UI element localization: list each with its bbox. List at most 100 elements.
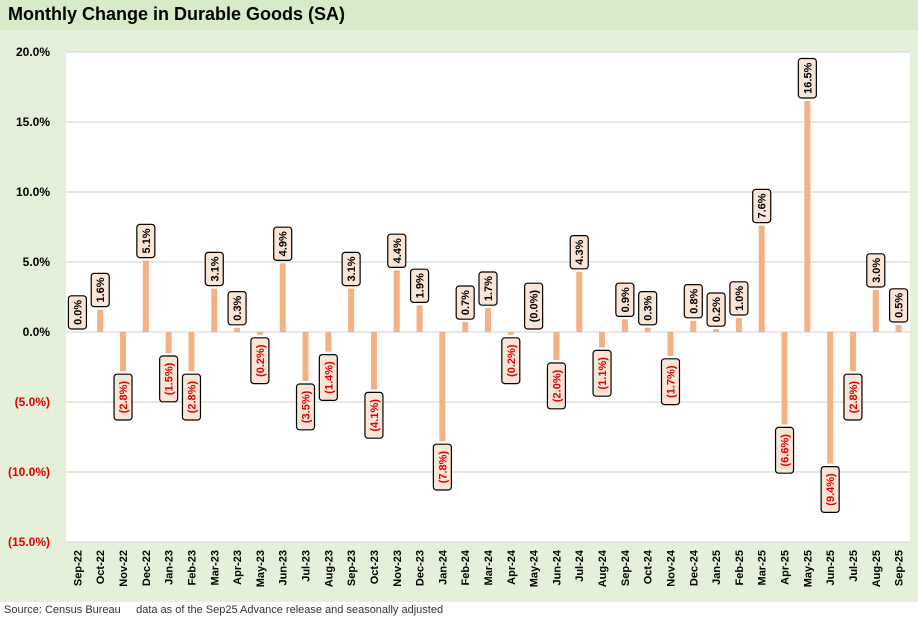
data-label-text: (4.1%) xyxy=(369,399,381,432)
x-tick-label: Nov-24 xyxy=(665,549,677,587)
data-label-box xyxy=(90,272,110,308)
bar xyxy=(872,290,879,332)
bar xyxy=(485,308,491,332)
x-tick-label: Mar-25 xyxy=(757,550,769,585)
data-label: (6.6%) xyxy=(774,426,795,474)
bar xyxy=(553,332,560,360)
data-label: (3.5%) xyxy=(295,383,316,431)
y-tick-label: 10.0% xyxy=(16,185,50,199)
x-tick-label: Feb-23 xyxy=(186,550,198,585)
x-tick-label: Dec-24 xyxy=(688,549,700,586)
bar xyxy=(644,327,651,332)
data-label-box xyxy=(455,285,475,320)
y-tick-label: (5.0%) xyxy=(15,395,50,409)
data-label-text: 4.9% xyxy=(278,231,290,256)
data-label: (1.5%) xyxy=(159,355,179,403)
y-tick-label: 0.0% xyxy=(23,325,51,339)
x-tick-label: Jan-24 xyxy=(437,549,449,585)
data-label-box xyxy=(387,233,407,269)
data-label-text: (0.2%) xyxy=(506,344,518,377)
x-tick-label: Oct-22 xyxy=(95,550,107,584)
data-label-box xyxy=(546,362,567,410)
data-label-box xyxy=(524,282,544,330)
bar xyxy=(142,260,149,332)
bar xyxy=(735,318,742,332)
data-label-box xyxy=(273,226,293,262)
data-label-box xyxy=(843,373,863,421)
bar xyxy=(849,332,856,372)
bar xyxy=(599,332,606,348)
data-label: (1.7%) xyxy=(660,358,681,406)
bar xyxy=(667,332,674,356)
data-label-text: 4.4% xyxy=(392,238,404,263)
data-label-box xyxy=(113,373,133,421)
data-label-text: (2.8%) xyxy=(848,381,860,414)
chart-title: Monthly Change in Durable Goods (SA) xyxy=(8,4,345,24)
data-label-box xyxy=(250,337,270,385)
data-label-box xyxy=(227,291,247,326)
bar xyxy=(827,332,834,464)
x-tick-label: Dec-22 xyxy=(141,550,153,586)
data-label-text: 1.6% xyxy=(95,277,107,302)
data-label-text: 0.3% xyxy=(232,295,244,320)
data-label-text: 3.1% xyxy=(346,256,358,281)
x-tick-label: Mar-23 xyxy=(209,550,221,585)
bar xyxy=(758,225,765,332)
bar xyxy=(439,332,446,442)
data-label-text: 4.3% xyxy=(574,239,586,264)
data-label-text: 0.7% xyxy=(460,290,472,315)
bar xyxy=(325,332,332,352)
x-tick-label: May-25 xyxy=(802,550,814,587)
data-label-text: 1.9% xyxy=(415,273,427,298)
bar xyxy=(188,332,195,372)
x-tick-label: Aug-24 xyxy=(597,549,609,587)
data-label-box xyxy=(409,268,430,304)
data-label: 3.1% xyxy=(341,251,361,287)
data-label-box xyxy=(432,443,452,491)
data-label: 0.8% xyxy=(683,284,703,319)
data-label-box xyxy=(660,358,681,406)
bar xyxy=(690,320,697,332)
data-label: 4.3% xyxy=(569,234,589,270)
data-label: 0.7% xyxy=(455,285,475,320)
x-tick-label: Sep-24 xyxy=(620,549,632,586)
bar xyxy=(302,332,309,381)
x-tick-label: Apr-25 xyxy=(780,550,792,585)
data-label-box xyxy=(820,466,840,513)
bar xyxy=(165,332,172,353)
x-tick-label: Oct-23 xyxy=(369,550,381,584)
data-label-text: (0.0%) xyxy=(529,290,541,323)
data-label: 16.5% xyxy=(797,57,817,99)
x-tick-label: Jun-23 xyxy=(278,550,290,585)
x-tick-label: Jul-23 xyxy=(301,550,313,582)
bar xyxy=(97,309,104,332)
y-tick-label: 20.0% xyxy=(16,45,50,59)
x-tick-label: May-24 xyxy=(529,549,541,587)
x-tick-label: Mar-24 xyxy=(483,549,495,585)
data-label: (0.0%) xyxy=(524,282,544,330)
data-label: (2.8%) xyxy=(181,373,202,421)
bar xyxy=(713,329,720,332)
data-label-text: (6.6%) xyxy=(780,434,792,467)
data-label-text: (3.5%) xyxy=(301,390,313,423)
data-label: 0.0% xyxy=(67,295,88,330)
bar xyxy=(416,305,423,332)
data-label-box xyxy=(683,284,703,319)
data-label-text: 7.6% xyxy=(757,193,769,218)
y-tick-label: (15.0%) xyxy=(8,535,50,549)
data-label-box xyxy=(204,251,224,287)
bar xyxy=(621,319,628,332)
data-label-box xyxy=(341,251,361,287)
bar xyxy=(279,263,286,332)
footer xyxy=(0,602,918,622)
data-label: (4.1%) xyxy=(364,391,384,439)
data-label: 7.6% xyxy=(752,188,772,224)
data-label-text: 1.0% xyxy=(734,286,746,311)
data-label: 1.6% xyxy=(90,272,110,308)
x-tick-label: Nov-22 xyxy=(118,550,130,587)
bar xyxy=(507,332,514,335)
x-tick-label: Jun-24 xyxy=(551,549,563,585)
data-label-text: (1.1%) xyxy=(597,357,609,390)
title-bar xyxy=(0,0,918,30)
data-label: (7.8%) xyxy=(432,443,452,491)
